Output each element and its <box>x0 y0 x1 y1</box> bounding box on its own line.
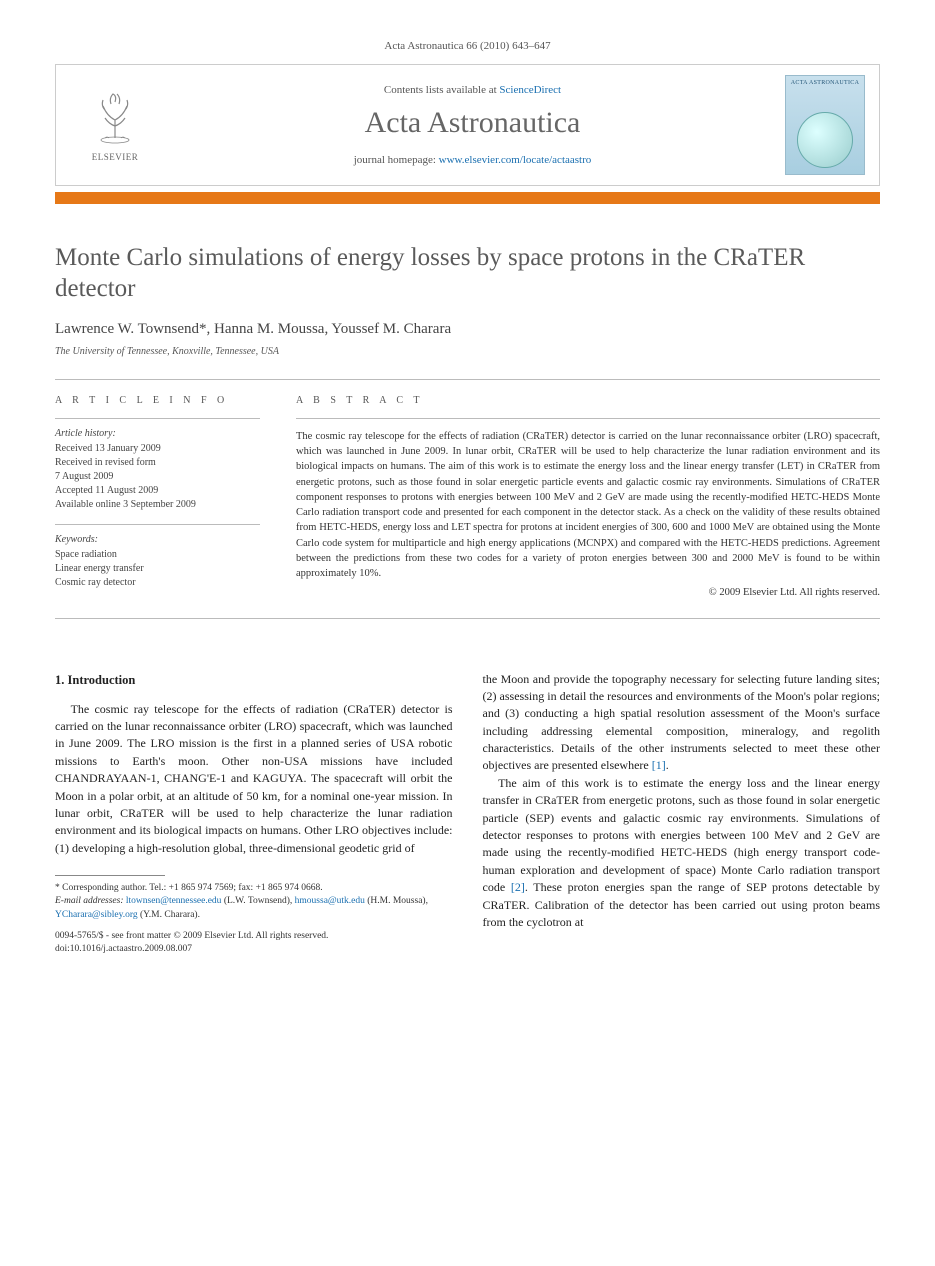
email-addresses: E-mail addresses: ltownsen@tennessee.edu… <box>55 895 453 922</box>
footnotes: * Corresponding author. Tel.: +1 865 974… <box>55 882 453 922</box>
history-line: Received in revised form <box>55 456 260 470</box>
divider <box>55 524 260 525</box>
contents-prefix: Contents lists available at <box>384 84 499 96</box>
sciencedirect-link[interactable]: ScienceDirect <box>499 84 561 96</box>
elsevier-tree-icon <box>85 88 145 148</box>
cover-title: ACTA ASTRONAUTICA <box>786 76 864 86</box>
journal-homepage-line: journal homepage: www.elsevier.com/locat… <box>160 154 785 166</box>
body-paragraph: the Moon and provide the topography nece… <box>483 671 881 775</box>
doi-line: doi:10.1016/j.actaastro.2009.08.007 <box>55 943 453 956</box>
journal-name: Acta Astronautica <box>160 106 785 140</box>
email-attribution: (L.W. Townsend), <box>221 896 294 906</box>
masthead-center: Contents lists available at ScienceDirec… <box>160 84 785 166</box>
doi-block: 0094-5765/$ - see front matter © 2009 El… <box>55 930 453 956</box>
divider <box>55 618 880 619</box>
keyword: Space radiation <box>55 548 260 562</box>
body-text: . <box>666 758 669 772</box>
body-text: . These proton energies span the range o… <box>483 880 881 929</box>
citation-link[interactable]: [1] <box>652 758 666 772</box>
abstract-heading: A B S T R A C T <box>296 394 880 409</box>
affiliation: The University of Tennessee, Knoxville, … <box>55 346 880 357</box>
cover-globe-icon <box>797 112 853 168</box>
publisher-name: ELSEVIER <box>92 152 139 162</box>
publisher-logo-block: ELSEVIER <box>70 88 160 162</box>
body-paragraph: The cosmic ray telescope for the effects… <box>55 701 453 858</box>
journal-masthead: ELSEVIER Contents lists available at Sci… <box>55 64 880 186</box>
email-link[interactable]: ltownsen@tennessee.edu <box>126 896 222 906</box>
author-list: Lawrence W. Townsend*, Hanna M. Moussa, … <box>55 321 880 338</box>
article-info-heading: A R T I C L E I N F O <box>55 394 260 408</box>
abstract-text: The cosmic ray telescope for the effects… <box>296 429 880 581</box>
body-text: The aim of this work is to estimate the … <box>483 776 881 894</box>
homepage-prefix: journal homepage: <box>354 154 439 166</box>
keyword: Cosmic ray detector <box>55 576 260 590</box>
footnote-separator <box>55 875 165 876</box>
citation-link[interactable]: [2] <box>511 880 525 894</box>
corresponding-author: * Corresponding author. Tel.: +1 865 974… <box>55 882 453 895</box>
keyword: Linear energy transfer <box>55 562 260 576</box>
divider <box>55 418 260 419</box>
article-info-column: A R T I C L E I N F O Article history: R… <box>55 394 260 602</box>
abstract-column: A B S T R A C T The cosmic ray telescope… <box>296 394 880 602</box>
history-line: 7 August 2009 <box>55 470 260 484</box>
front-matter-line: 0094-5765/$ - see front matter © 2009 El… <box>55 930 453 943</box>
body-text: the Moon and provide the topography nece… <box>483 672 881 773</box>
journal-cover-thumbnail: ACTA ASTRONAUTICA <box>785 75 865 175</box>
contents-available-line: Contents lists available at ScienceDirec… <box>160 84 785 96</box>
article-title: Monte Carlo simulations of energy losses… <box>55 242 880 305</box>
history-line: Accepted 11 August 2009 <box>55 484 260 498</box>
history-line: Received 13 January 2009 <box>55 442 260 456</box>
divider <box>296 418 880 419</box>
email-attribution: (H.M. Moussa), <box>365 896 428 906</box>
body-right-column: the Moon and provide the topography nece… <box>483 671 881 956</box>
body-two-column: 1. Introduction The cosmic ray telescope… <box>55 671 880 956</box>
section-heading: 1. Introduction <box>55 671 453 689</box>
body-paragraph: The aim of this work is to estimate the … <box>483 775 881 932</box>
email-attribution: (Y.M. Charara). <box>138 910 200 920</box>
email-link[interactable]: hmoussa@utk.edu <box>295 896 365 906</box>
keywords-label: Keywords: <box>55 533 260 547</box>
history-label: Article history: <box>55 427 260 441</box>
history-line: Available online 3 September 2009 <box>55 498 260 512</box>
email-label: E-mail addresses: <box>55 896 126 906</box>
email-link[interactable]: YCharara@sibley.org <box>55 910 138 920</box>
info-abstract-row: A R T I C L E I N F O Article history: R… <box>55 380 880 618</box>
running-head: Acta Astronautica 66 (2010) 643–647 <box>55 40 880 52</box>
homepage-url[interactable]: www.elsevier.com/locate/actaastro <box>439 154 592 166</box>
body-left-column: 1. Introduction The cosmic ray telescope… <box>55 671 453 956</box>
abstract-copyright: © 2009 Elsevier Ltd. All rights reserved… <box>296 585 880 600</box>
accent-bar <box>55 192 880 204</box>
